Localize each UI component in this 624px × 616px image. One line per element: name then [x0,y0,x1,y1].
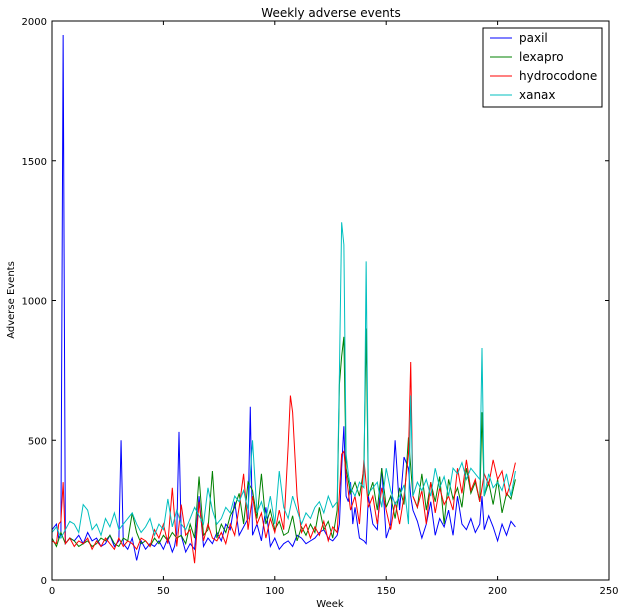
legend-label-lexapro: lexapro [519,50,564,64]
x-tick-label: 150 [377,586,396,597]
chart-title: Weekly adverse events [261,6,400,20]
y-tick-label: 0 [41,576,47,587]
legend-label-paxil: paxil [519,31,548,45]
legend-label-hydrocodone: hydrocodone [519,69,597,83]
plot-area [51,20,610,581]
y-tick-label: 1500 [22,157,47,168]
x-tick-label: 100 [265,586,284,597]
plot-background [52,21,609,580]
legend-label-xanax: xanax [519,88,556,102]
y-axis-label: Adverse Events [6,261,17,339]
y-axis: 0 500 1000 1500 2000 [22,17,609,587]
series-layer [51,34,516,564]
series-line-xanax [51,222,516,540]
x-tick-label: 0 [49,586,55,597]
x-tick-label: 250 [599,586,618,597]
y-tick-label: 2000 [22,17,47,28]
legend: paxil lexapro hydrocodone xanax [482,27,603,108]
series-line-hydrocodone [51,361,516,564]
y-tick-label: 1000 [22,297,47,308]
x-tick-label: 50 [157,586,170,597]
series-line-paxil [51,34,516,561]
x-axis-label: Week [316,599,344,610]
x-axis: 0 50 100 150 200 250 [49,21,619,597]
legend-box [482,27,603,108]
x-tick-label: 200 [488,586,507,597]
y-tick-label: 500 [28,436,47,447]
